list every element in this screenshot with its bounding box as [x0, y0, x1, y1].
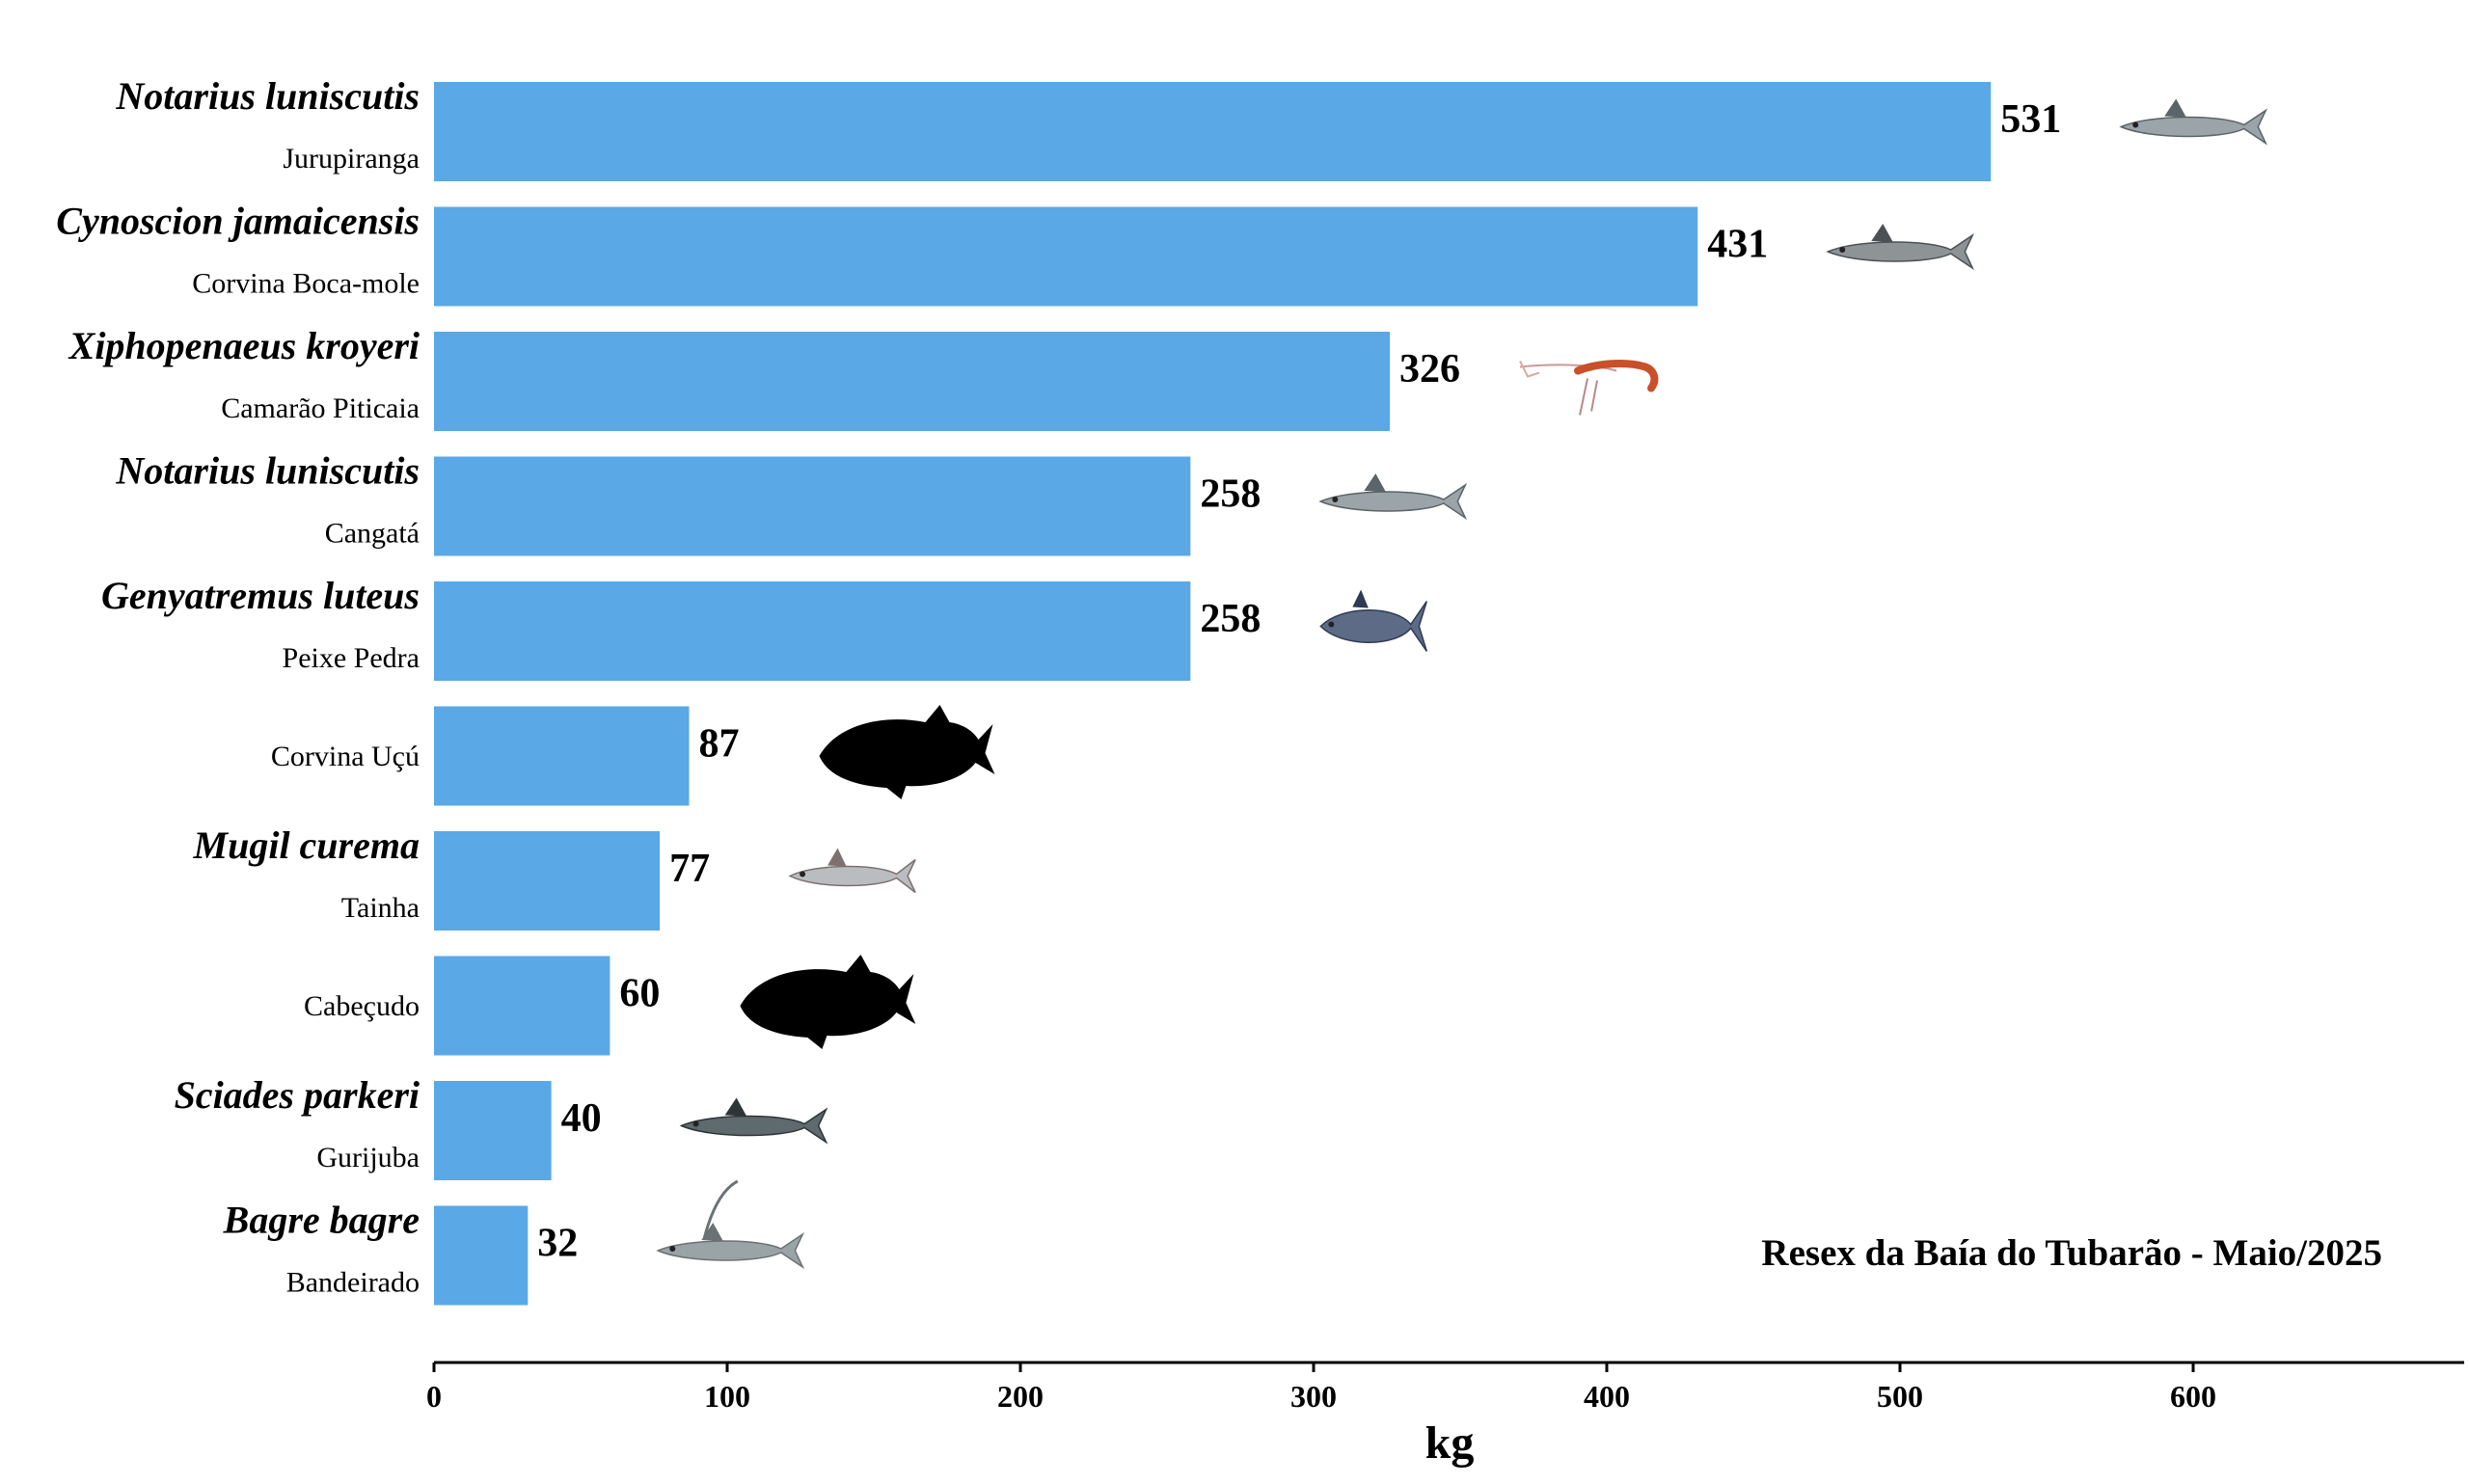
species-scientific-name: Bagre bagre — [223, 1199, 420, 1242]
bar — [434, 956, 610, 1056]
x-tick-label: 400 — [1584, 1379, 1630, 1414]
species-common-name: Tainha — [341, 892, 420, 924]
species-scientific-name: Cynoscion jamaicensis — [56, 200, 420, 243]
species-common-name: Bandeirado — [286, 1267, 420, 1299]
bar-value-label: 326 — [1399, 347, 1460, 391]
bar — [434, 332, 1391, 431]
x-tick-label: 200 — [997, 1379, 1044, 1414]
bar — [434, 206, 1698, 307]
bar — [434, 706, 690, 806]
x-tick-label: 0 — [426, 1379, 442, 1414]
bar-value-label: 60 — [619, 972, 660, 1016]
species-common-name: Corvina Boca-mole — [192, 268, 420, 300]
weakfish-icon — [1826, 224, 1975, 271]
species-common-name: Corvina Uçú — [271, 741, 420, 772]
bar-value-label: 32 — [537, 1222, 578, 1266]
bar-value-label: 87 — [698, 722, 739, 767]
species-common-name: Jurupiranga — [283, 143, 420, 175]
bar-value-label: 531 — [2000, 97, 2061, 142]
species-common-name: Peixe Pedra — [283, 642, 420, 674]
bar — [434, 456, 1191, 556]
bar-value-label: 77 — [669, 847, 710, 891]
species-scientific-name: Sciades parkeri — [175, 1073, 420, 1117]
species-icons — [656, 98, 2268, 1270]
chart-annotation: Resex da Baía do Tubarão - Maio/2025 — [1761, 1232, 2382, 1274]
species-common-name: Cangatá — [325, 518, 420, 550]
species-scientific-name: Mugil curema — [193, 823, 420, 867]
shrimp-icon — [1519, 360, 1659, 416]
flagfin-catfish-icon — [656, 1179, 805, 1270]
bar-value-label: 431 — [1707, 223, 1768, 267]
catfish-dark-icon — [679, 1097, 828, 1145]
bar — [434, 831, 661, 931]
catfish-icon — [1318, 473, 1468, 521]
mullet-icon — [788, 848, 916, 894]
bar — [434, 1205, 529, 1306]
bar — [434, 82, 1992, 181]
x-axis-label: kg — [1425, 1417, 1475, 1469]
catfish-icon — [2119, 98, 2268, 146]
bar — [434, 1081, 552, 1180]
species-scientific-name: Notarius luniscutis — [115, 449, 420, 493]
species-common-name: Cabeçudo — [304, 990, 420, 1022]
species-common-name: Camarão Piticaia — [221, 392, 420, 424]
fish-silhouette-icon — [819, 705, 995, 799]
x-axis: 0 100 200 300 400 500 600 — [426, 1361, 2464, 1414]
bars-layer — [434, 82, 1992, 1306]
species-common-name: Gurijuba — [316, 1142, 420, 1174]
bar-value-label: 258 — [1200, 597, 1261, 641]
grunt-fish-icon — [1319, 589, 1428, 652]
x-tick-label: 600 — [2170, 1379, 2216, 1414]
bar-value-label: 258 — [1200, 472, 1261, 517]
species-scientific-name: Notarius luniscutis — [115, 74, 420, 118]
bar — [434, 581, 1191, 681]
x-tick-label: 500 — [1877, 1379, 1923, 1414]
x-tick-label: 100 — [704, 1379, 750, 1414]
category-labels: Notarius luniscutis Jurupiranga Cynoscion … — [56, 74, 420, 1299]
fish-silhouette-icon — [740, 955, 916, 1049]
x-tick-label: 300 — [1290, 1379, 1337, 1414]
species-scientific-name: Genyatremus luteus — [101, 574, 420, 617]
bar-value-label: 40 — [561, 1096, 602, 1141]
value-labels: 531 431 326 258 258 87 77 60 40 32 — [537, 97, 2061, 1266]
species-scientific-name: Xiphopenaeus kroyeri — [68, 324, 420, 367]
